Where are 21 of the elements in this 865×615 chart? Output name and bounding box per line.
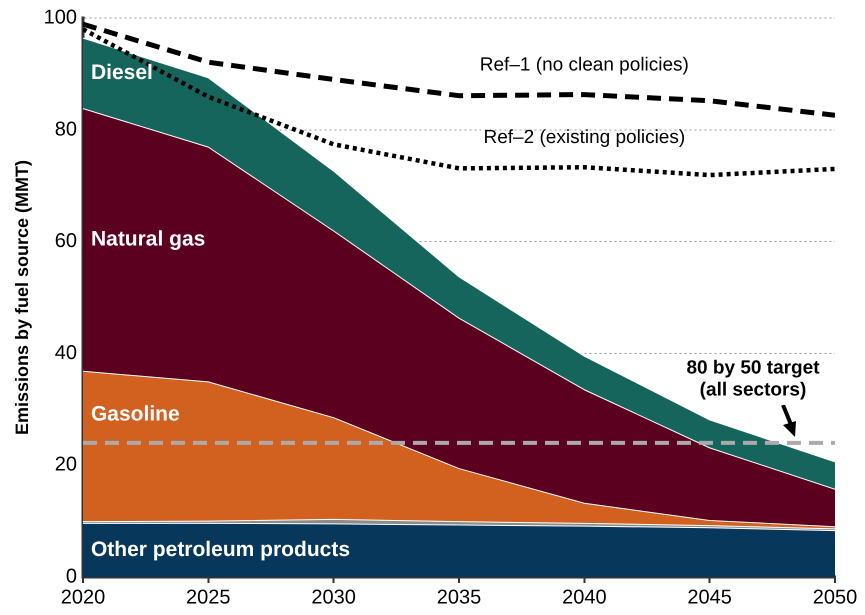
y-tick-label: 80 (54, 118, 77, 140)
x-tick-label: 2045 (687, 586, 732, 609)
ref-line-label: 80 by 50 target (all sectors) (686, 358, 820, 401)
series-label: Diesel (90, 61, 153, 84)
series-label: Ref–2 (existing policies) (483, 126, 686, 148)
y-tick-label: 100 (44, 6, 77, 29)
y-tick-label: 20 (54, 454, 77, 476)
x-tick-label: 2040 (562, 586, 607, 609)
x-tick-label: 2030 (311, 586, 356, 609)
series-label: Gasoline (90, 402, 180, 426)
y-tick-label: 0 (66, 566, 77, 588)
series-label: Natural gas (90, 228, 206, 251)
series-label: Other petroleum products (90, 538, 350, 561)
x-tick-label: 2035 (436, 586, 482, 609)
x-tick-label: 2025 (186, 586, 231, 609)
x-tick-label: 2020 (60, 586, 106, 609)
series-label: Ref–1 (no clean policies) (480, 54, 689, 76)
y-axis-title: Emissions by fuel source (MMT) (12, 160, 32, 436)
x-tick-label: 2050 (812, 586, 858, 609)
y-tick-label: 40 (54, 342, 77, 364)
y-tick-label: 60 (54, 230, 77, 252)
